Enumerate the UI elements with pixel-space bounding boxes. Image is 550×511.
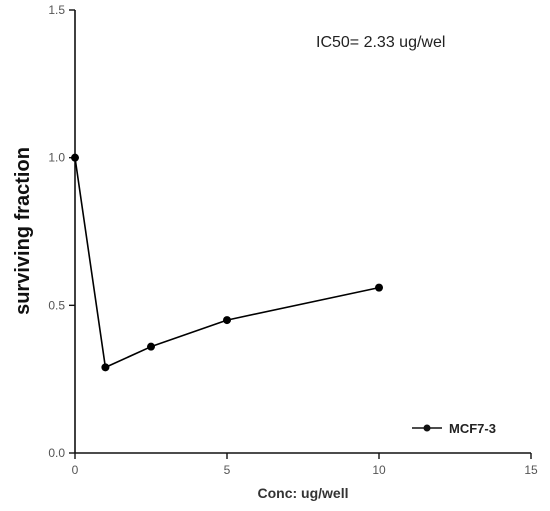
y-tick-label: 1.5 bbox=[48, 3, 65, 17]
y-axis-title: surviving fraction bbox=[12, 147, 34, 315]
data-point bbox=[223, 316, 231, 325]
axes bbox=[74, 10, 531, 454]
series-line-0 bbox=[74, 157, 380, 369]
data-point bbox=[101, 363, 110, 372]
legend-marker bbox=[423, 424, 431, 432]
legend: MCF7-3 bbox=[412, 421, 496, 436]
legend-label: MCF7-3 bbox=[449, 421, 496, 436]
x-tick-label: 5 bbox=[224, 463, 231, 477]
data-point bbox=[147, 342, 155, 351]
x-axis-title: Conc: ug/well bbox=[258, 485, 349, 501]
data-point bbox=[375, 283, 383, 292]
ic50-annotation: IC50= 2.33 ug/wel bbox=[316, 34, 445, 51]
x-tick-label: 0 bbox=[72, 463, 79, 477]
series-layer bbox=[71, 153, 383, 372]
data-point bbox=[71, 153, 79, 162]
ticks: 0 5 10 15 0.0 0.5 1.0 1.5 bbox=[48, 3, 538, 477]
y-tick-label: 0.0 bbox=[48, 446, 65, 460]
x-tick-label: 15 bbox=[524, 463, 538, 477]
y-tick-label: 0.5 bbox=[48, 298, 65, 312]
x-tick-label: 10 bbox=[372, 463, 386, 477]
y-tick-label: 1.0 bbox=[48, 151, 65, 165]
